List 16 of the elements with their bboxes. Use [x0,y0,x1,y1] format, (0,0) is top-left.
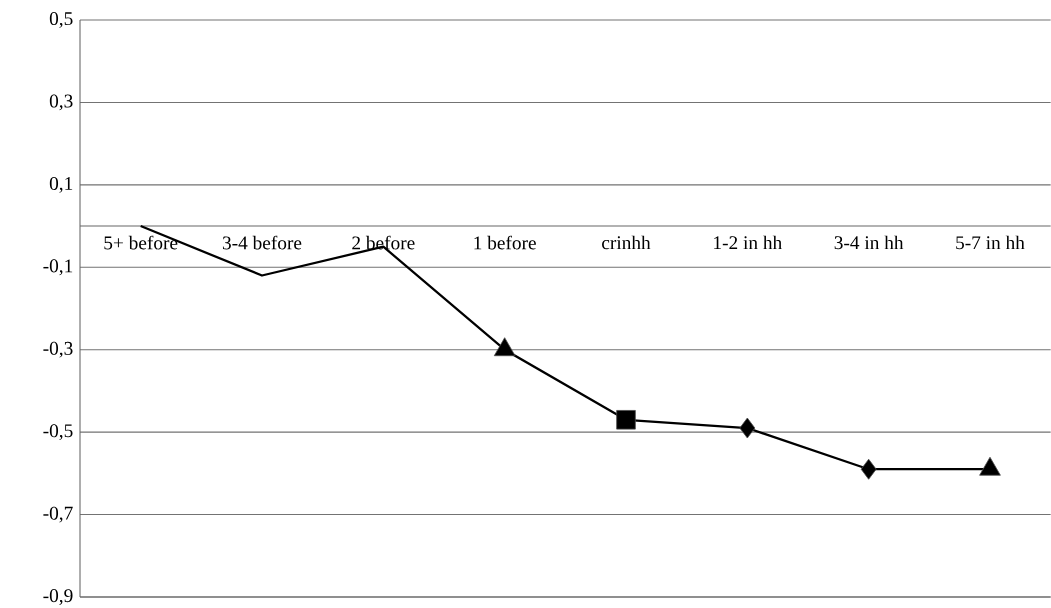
x-tick-label: 2 before [352,235,415,250]
y-tick-label: -0,1 [43,259,73,276]
x-tick-label: 3-4 in hh [834,235,904,250]
y-tick-label: 0,5 [49,12,73,28]
y-tick-label: -0,7 [43,506,73,523]
y-tick-label: 0,1 [49,176,73,193]
x-tick-label: 1 before [474,235,536,250]
x-tick-label: crinhh [602,235,651,250]
y-tick-label: 0,3 [49,94,73,111]
x-tick-label: 1-2 in hh [714,235,782,250]
x-tick-label: 5+ before [104,235,178,250]
x-tick-label: 3-4 before [222,235,302,250]
y-tick-label: -0,9 [43,589,73,605]
y-tick-label: -0,5 [43,424,73,441]
x-tick-label: 5-7 in hh [956,235,1025,250]
y-tick-label: -0,3 [43,341,73,358]
